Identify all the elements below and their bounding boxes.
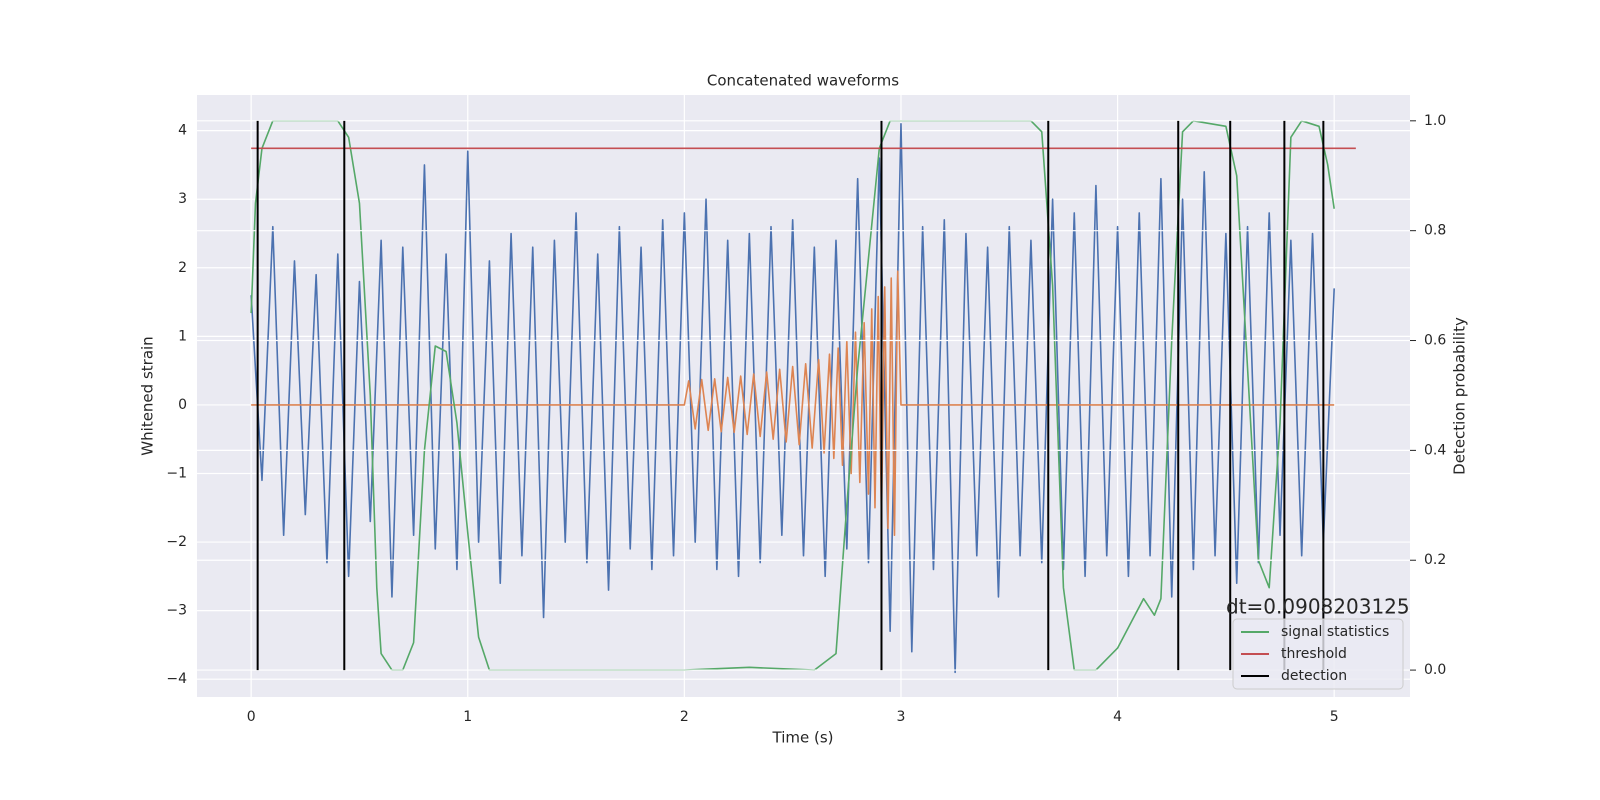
series-line — [251, 270, 1335, 536]
chart-title: Concatenated waveforms — [707, 72, 899, 90]
y2-tick-label: 0.6 — [1424, 333, 1446, 349]
x-tick-label: 3 — [897, 709, 906, 725]
y-tick-label: −2 — [166, 534, 187, 550]
y-tick-label: 4 — [178, 123, 187, 139]
x-axis-label: Time (s) — [772, 729, 834, 747]
x-tick-label: 5 — [1330, 709, 1339, 725]
y-tick-label: 3 — [178, 191, 187, 207]
legend-label: signal statistics — [1281, 624, 1389, 640]
legend: signal statistics threshold detection — [1232, 618, 1404, 690]
y-tick-label: 0 — [178, 397, 187, 413]
y-tick-label: −3 — [166, 603, 187, 619]
y-tick-label: 1 — [178, 328, 187, 344]
legend-label: detection — [1281, 668, 1347, 684]
y-tick-label: −1 — [166, 465, 187, 481]
y2-tick-label: 1.0 — [1424, 113, 1446, 129]
y2-axis-label: Detection probability — [1451, 317, 1469, 475]
series-line — [250, 120, 1335, 671]
x-tick-label: 2 — [680, 709, 689, 725]
legend-label: threshold — [1281, 646, 1347, 662]
x-tick-label: 1 — [463, 709, 472, 725]
y2-tick-label: 0.2 — [1424, 552, 1446, 568]
y-tick-label: −4 — [166, 671, 187, 687]
y-axis-label: Whitened strain — [139, 336, 157, 455]
x-tick-label: 0 — [247, 709, 256, 725]
y-tick-label: 2 — [178, 260, 187, 276]
y2-tick-label: 0.0 — [1424, 662, 1446, 678]
series-line — [250, 122, 1335, 674]
x-tick-label: 4 — [1113, 709, 1122, 725]
y2-tick-label: 0.8 — [1424, 223, 1446, 239]
annotation: dt=0.0908203125 — [1226, 595, 1410, 619]
legend-box — [1232, 618, 1404, 690]
y2-tick-label: 0.4 — [1424, 442, 1446, 458]
